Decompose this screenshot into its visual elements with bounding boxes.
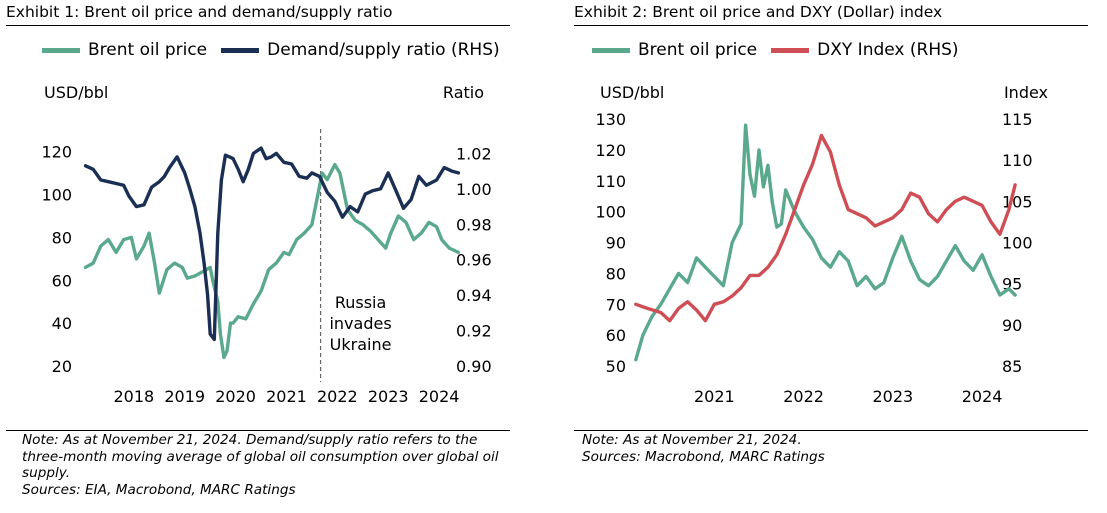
y-tick-label: 120 (41, 143, 72, 162)
y2-tick-label: 1.02 (456, 144, 492, 163)
y-tick-label: 100 (41, 186, 72, 205)
y2-tick-label: 100 (1002, 234, 1033, 253)
series-line-brent (634, 123, 1017, 362)
y-tick-label: 120 (595, 141, 626, 160)
y2-axis-label: Index (1004, 83, 1048, 102)
title-rule (574, 25, 1088, 26)
y-tick-label: 80 (52, 228, 72, 247)
legend-swatch-dxy (771, 47, 810, 53)
note-rule (6, 430, 510, 431)
x-tick-label: 2024 (962, 387, 1003, 406)
note-line: Note: As at November 21, 2024. Demand/su… (22, 432, 478, 448)
exhibit-1-title: Exhibit 1: Brent oil price and demand/su… (6, 3, 393, 21)
y2-tick-label: 0.94 (456, 286, 492, 305)
y2-tick-label: 110 (1002, 151, 1033, 170)
annotation-text: Russia (335, 293, 386, 312)
x-tick-label: 2021 (694, 387, 735, 406)
x-tick-label: 2019 (164, 387, 205, 406)
legend-swatch-brent (592, 47, 630, 53)
y2-tick-label: 105 (1002, 192, 1033, 211)
exhibit-2-note: Note: As at November 21, 2024. Sources: … (582, 432, 825, 465)
legend-swatch-ratio (221, 47, 260, 53)
x-tick-label: 2023 (368, 387, 409, 406)
note-line: Sources: Macrobond, MARC Ratings (582, 448, 825, 465)
annotation-text: Ukraine (330, 335, 392, 354)
series-line-dxy (634, 133, 1017, 323)
y2-tick-label: 0.92 (456, 322, 492, 341)
exhibit-2-panel: Exhibit 2: Brent oil price and DXY (Doll… (568, 0, 1107, 513)
exhibit-1-note: Note: As at November 21, 2024. Demand/su… (22, 432, 499, 498)
y-tick-label: 60 (606, 326, 626, 345)
y-axis-label: USD/bbl (600, 83, 664, 102)
x-tick-label: 2022 (783, 387, 824, 406)
y2-tick-label: 0.98 (456, 215, 492, 234)
title-rule (6, 25, 510, 26)
note-line: supply. (22, 465, 71, 481)
note-line: three-month moving average of global oil… (22, 448, 499, 465)
exhibit-2-chart: USD/bbl Index5060708090100110120130859095… (595, 83, 1048, 406)
y-tick-label: 70 (606, 295, 626, 314)
series-line-ratio (83, 146, 461, 342)
y2-axis-label: Ratio (443, 83, 484, 102)
note-rule (574, 430, 1088, 431)
y-tick-label: 90 (606, 234, 626, 253)
legend-swatch-brent (42, 47, 80, 53)
y2-tick-label: 90 (1002, 316, 1022, 335)
legend: Brent oil price Demand/supply ratio (RHS… (42, 40, 500, 60)
legend-label-ratio: Demand/supply ratio (RHS) (267, 40, 500, 60)
y2-tick-label: 85 (1002, 357, 1022, 376)
y-tick-label: 50 (606, 357, 626, 376)
y-axis-label: USD/bbl (44, 83, 108, 102)
y-tick-label: 20 (52, 357, 72, 376)
y-tick-label: 80 (606, 264, 626, 283)
y2-tick-label: 0.90 (456, 357, 492, 376)
legend-label-dxy: DXY Index (RHS) (817, 40, 959, 60)
x-tick-label: 2023 (872, 387, 913, 406)
legend-label-brent: Brent oil price (638, 40, 758, 60)
x-tick-label: 2018 (114, 387, 155, 406)
x-tick-label: 2021 (266, 387, 307, 406)
legend-label-brent: Brent oil price (88, 40, 208, 60)
exhibit-1-panel: Exhibit 1: Brent oil price and demand/su… (0, 0, 538, 513)
y2-tick-label: 0.96 (456, 251, 492, 270)
x-tick-label: 2022 (317, 387, 358, 406)
y2-tick-label: 115 (1002, 110, 1033, 129)
x-tick-label: 2020 (215, 387, 256, 406)
y-tick-label: 100 (595, 203, 626, 222)
series-line-brent (83, 162, 461, 360)
legend: Brent oil price DXY Index (RHS) (592, 40, 959, 60)
note-line: Note: As at November 21, 2024. (582, 432, 802, 448)
annotation-text: invades (329, 314, 391, 333)
x-tick-label: 2024 (419, 387, 460, 406)
y2-tick-label: 1.00 (456, 180, 492, 199)
exhibit-2-title: Exhibit 2: Brent oil price and DXY (Doll… (574, 3, 943, 21)
exhibit-1-chart: USD/bbl Ratio 20 40 60 80 100 120 0.90 0.92 0.94 0.… (41, 83, 492, 406)
y-tick-label: 110 (595, 172, 626, 191)
y-tick-label: 130 (595, 110, 626, 129)
y-tick-label: 60 (52, 271, 72, 290)
y-tick-label: 40 (52, 314, 72, 333)
note-line: Sources: EIA, Macrobond, MARC Ratings (22, 481, 296, 498)
